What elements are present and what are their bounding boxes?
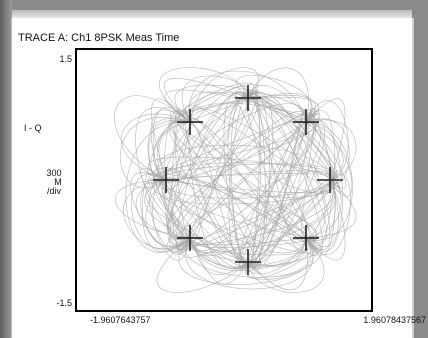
- trajectory-curve: [247, 179, 332, 274]
- trajectory-curve: [163, 162, 335, 181]
- trajectory-curve: [151, 98, 191, 181]
- trajectory-curve: [165, 179, 331, 199]
- trajectory-curve: [247, 96, 341, 194]
- y-tick-bottom: -1.5: [56, 298, 72, 308]
- trace-title: TRACE A: Ch1 8PSK Meas Time: [18, 32, 179, 44]
- trajectory-curve: [167, 118, 193, 240]
- trajectory-curve: [247, 121, 309, 270]
- trajectory-curve: [147, 173, 331, 198]
- trajectory-curve: [177, 121, 316, 254]
- trajectory-curve: [165, 179, 335, 193]
- trajectory-curve: [178, 82, 255, 123]
- trajectory-curve: [189, 237, 312, 256]
- constellation-point: [153, 167, 179, 193]
- trajectory-curve: [156, 168, 316, 241]
- y-tick-top: 1.5: [59, 54, 72, 64]
- constellation-point: [292, 109, 319, 136]
- trajectory-curve: [189, 235, 249, 275]
- constellation-point: [292, 224, 319, 251]
- trajectory-curve: [189, 121, 249, 269]
- trajectory-curve: [245, 237, 315, 279]
- trajectory-curve: [189, 67, 259, 123]
- trajectory-curve: [247, 108, 313, 263]
- x-tick-right: 1.96078437567: [363, 315, 426, 325]
- trajectory-curve: [302, 179, 336, 239]
- trajectory-curve: [147, 89, 258, 185]
- constellation-point: [235, 249, 261, 275]
- trajectory-curve: [175, 179, 334, 247]
- trajectory-curve: [247, 237, 308, 290]
- trajectory-curve: [246, 97, 307, 242]
- trajectory-curve: [156, 237, 249, 293]
- trajectory-curve: [174, 118, 332, 194]
- constellation-point: [177, 109, 204, 136]
- trajectory-curve: [188, 70, 307, 123]
- trajectory-curve: [135, 107, 191, 239]
- trajectory-curve: [149, 179, 191, 255]
- y-scale-value: 300: [46, 168, 61, 178]
- trajectory-curve: [150, 110, 191, 239]
- trajectory-curve: [170, 110, 249, 268]
- trajectory-curve: [228, 94, 249, 263]
- constellation-point: [317, 167, 343, 193]
- trajectory-curve: [165, 85, 249, 181]
- constellation-point: [177, 224, 204, 251]
- trajectory-curve: [305, 179, 357, 239]
- plot-frame: [75, 48, 373, 312]
- left-side-bar: [0, 0, 12, 338]
- trajectory-curve: [151, 179, 316, 254]
- trajectory-curve: [236, 75, 313, 123]
- trajectory-curve: [115, 179, 191, 239]
- trajectory-curve: [247, 92, 331, 250]
- marker-layer: [153, 85, 343, 275]
- y-axis-label: I - Q: [24, 123, 42, 133]
- constellation-point: [235, 85, 261, 111]
- y-scale-unit: M: [54, 177, 62, 187]
- trajectory-curve: [164, 78, 249, 123]
- trajectory-curve: [247, 170, 338, 266]
- trajectory-curve: [247, 237, 325, 293]
- x-tick-left: -1.9607643757: [90, 315, 151, 325]
- trajectory-curve: [240, 109, 313, 263]
- trajectory-curve: [305, 121, 353, 197]
- trajectory-curve: [152, 179, 191, 261]
- trajectory-curve: [140, 178, 191, 247]
- trajectory-curve: [247, 67, 309, 123]
- trajectory-curve: [114, 95, 191, 181]
- trajectory-curve: [166, 91, 259, 239]
- y-scale-per-div: /div: [47, 186, 62, 196]
- panel-top-edge: [12, 10, 412, 18]
- trajectory-curve: [189, 92, 249, 244]
- trajectory-curve: [188, 91, 307, 123]
- trajectory-curve: [121, 113, 191, 181]
